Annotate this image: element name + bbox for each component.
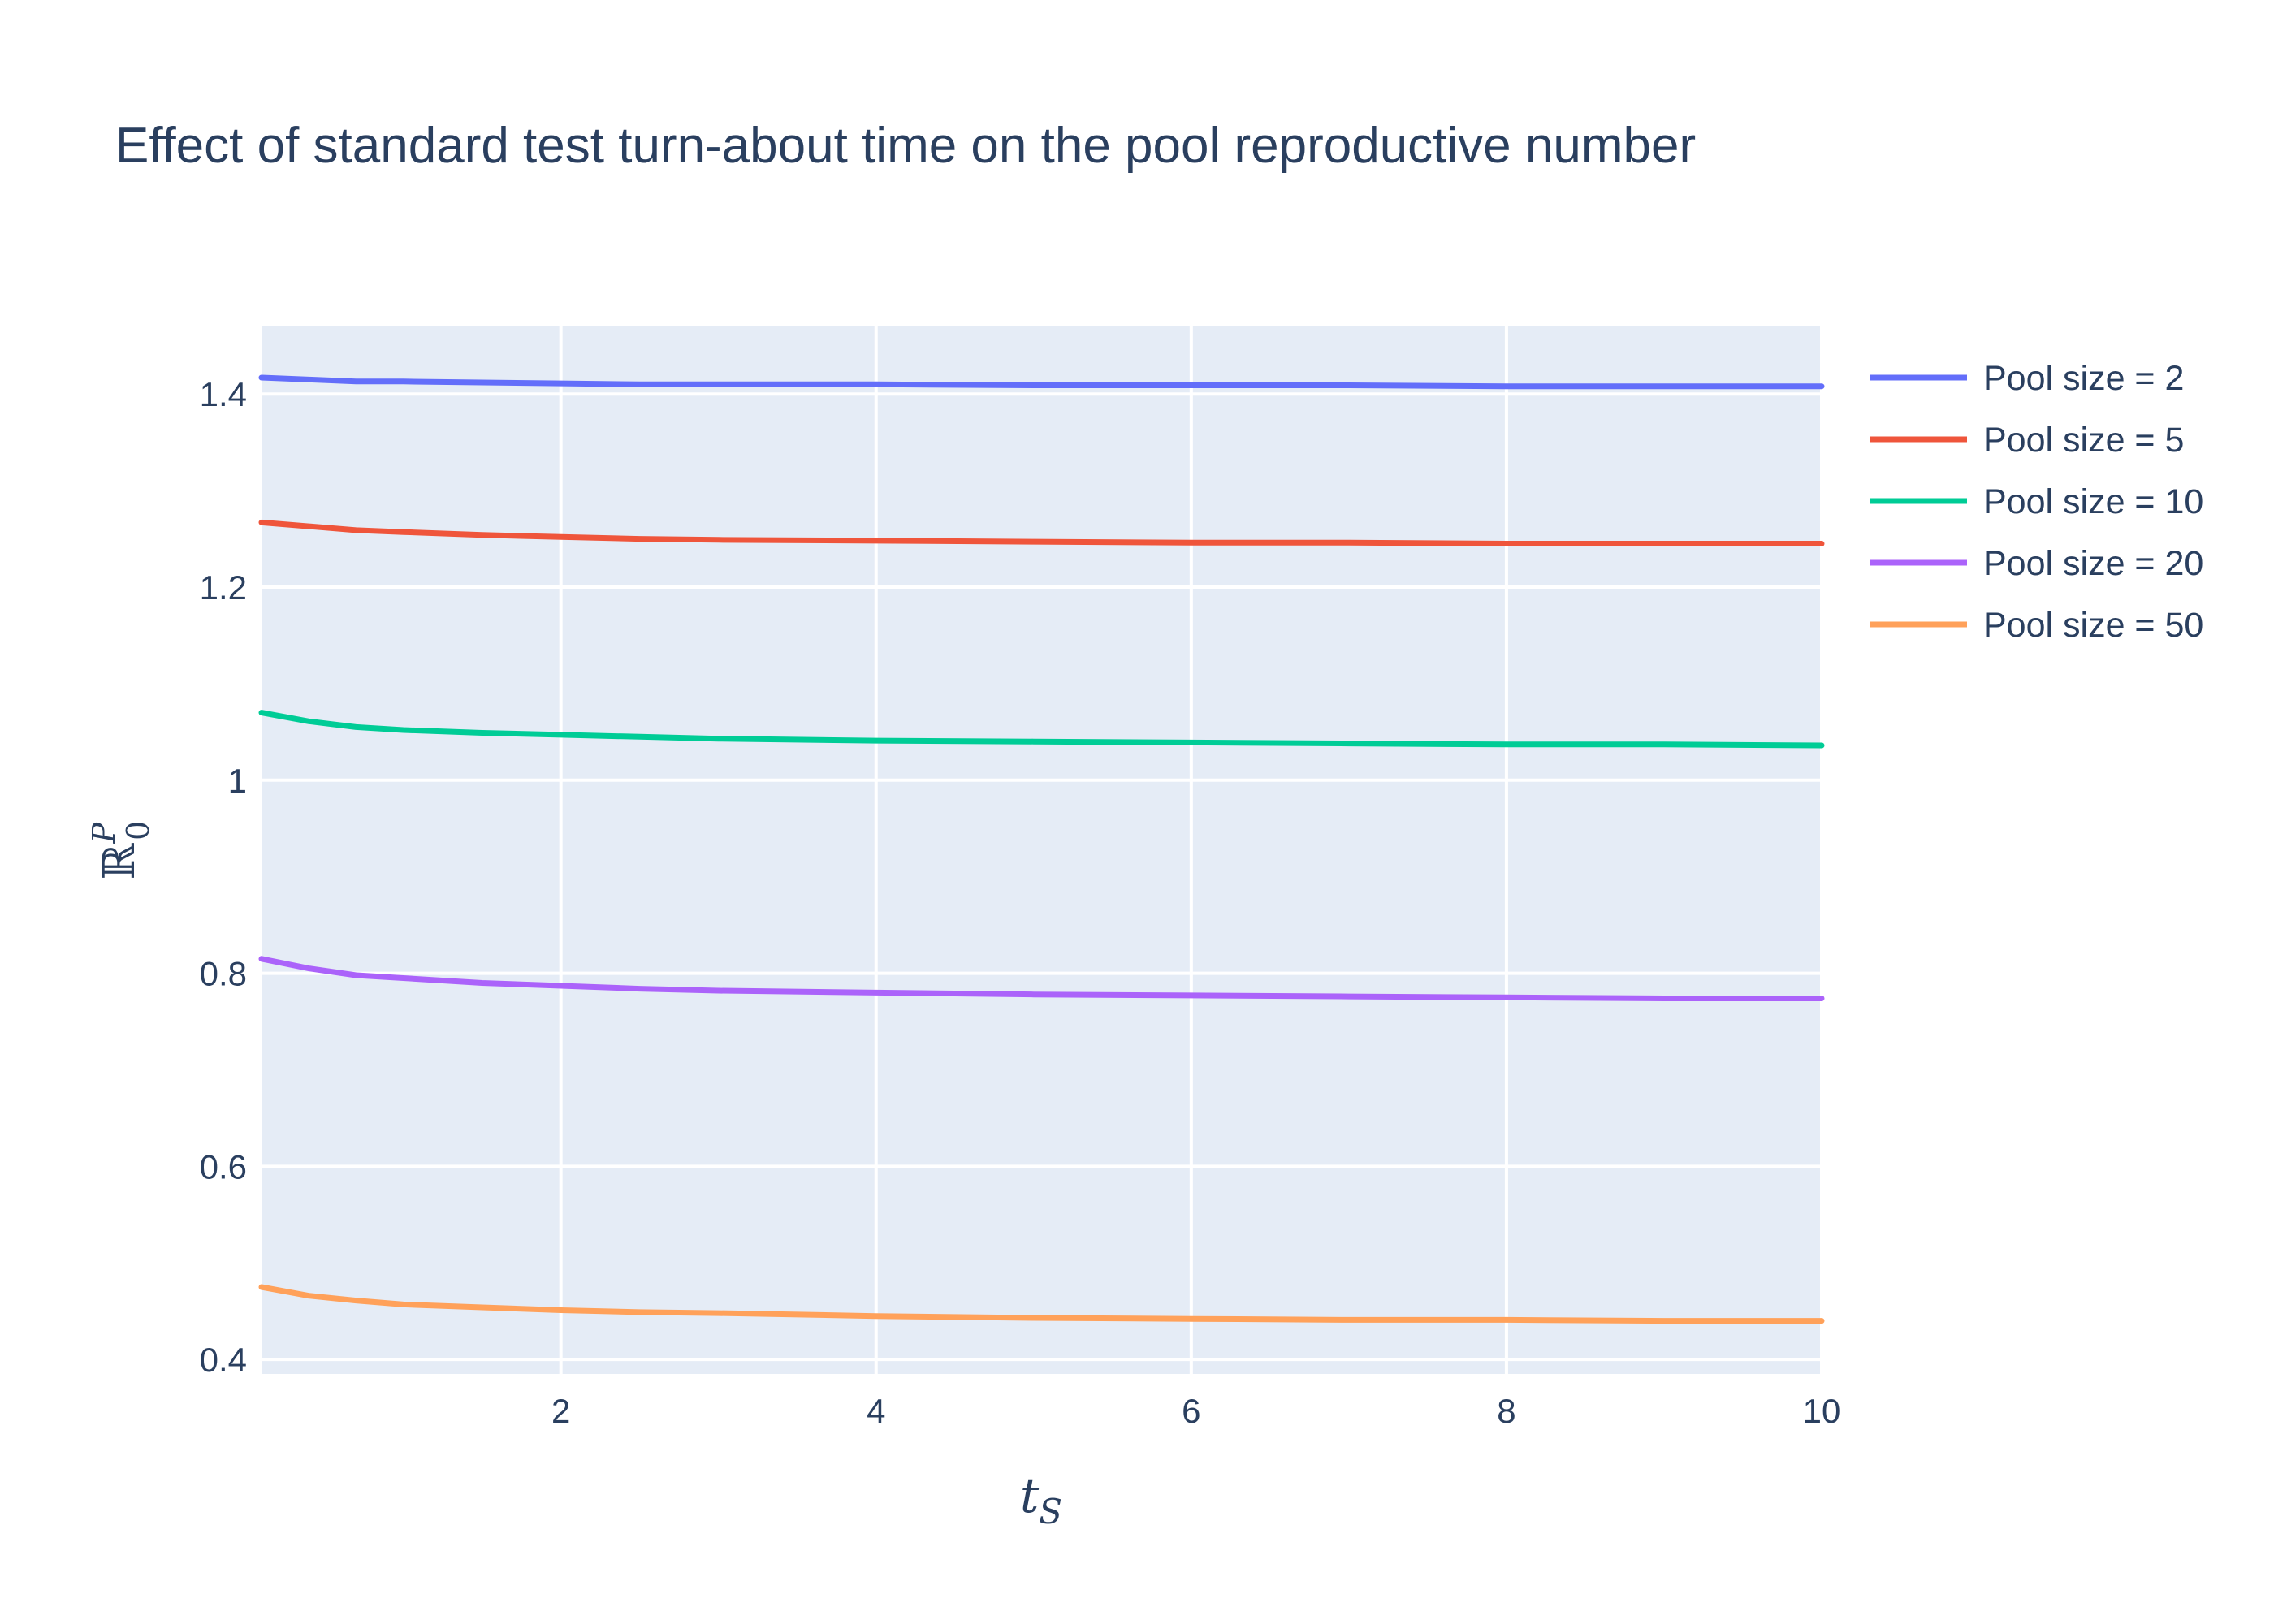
plot-background (262, 326, 1822, 1374)
series-line-3 (258, 710, 1825, 749)
legend: Pool size = 2 Pool size = 5 Pool size = 10… (1870, 359, 2203, 645)
x-tick-label: 2 (551, 1392, 570, 1430)
x-axis-label: tS (1020, 1468, 1062, 1531)
y-tick-label: 1 (228, 762, 247, 800)
chart-title: Effect of standard test turn-about time … (115, 118, 1696, 174)
x-tick-label: 4 (867, 1392, 885, 1430)
y-tick-label: 0.6 (200, 1147, 247, 1186)
y-tick-labels: 0.4 0.6 0.8 1 1.2 1.4 (200, 375, 247, 1379)
legend-label: Pool size = 20 (1983, 544, 2203, 583)
series-line-4 (258, 956, 1825, 1001)
x-tick-label: 10 (1803, 1392, 1841, 1430)
series-line-2 (258, 519, 1825, 546)
series-lines (258, 374, 1825, 1324)
x-tick-label: 6 (1182, 1392, 1200, 1430)
y-tick-label: 0.8 (200, 955, 247, 993)
series-line-1 (258, 374, 1825, 390)
svg-text:ℝP0: ℝP0 (86, 821, 156, 880)
legend-label: Pool size = 10 (1983, 482, 2203, 521)
series-line-5 (258, 1284, 1825, 1324)
y-tick-label: 1.2 (200, 568, 247, 607)
legend-label: Pool size = 2 (1983, 359, 2184, 398)
legend-label: Pool size = 50 (1983, 606, 2203, 645)
x-tick-labels: 2 4 6 8 10 (551, 1392, 1840, 1430)
x-tick-label: 8 (1497, 1392, 1515, 1430)
y-tick-label: 0.4 (200, 1341, 247, 1379)
y-tick-label: 1.4 (200, 375, 247, 413)
grid-lines (262, 326, 1823, 1374)
y-axis-label: ℝP0 (86, 821, 156, 880)
legend-label: Pool size = 5 (1983, 421, 2184, 460)
